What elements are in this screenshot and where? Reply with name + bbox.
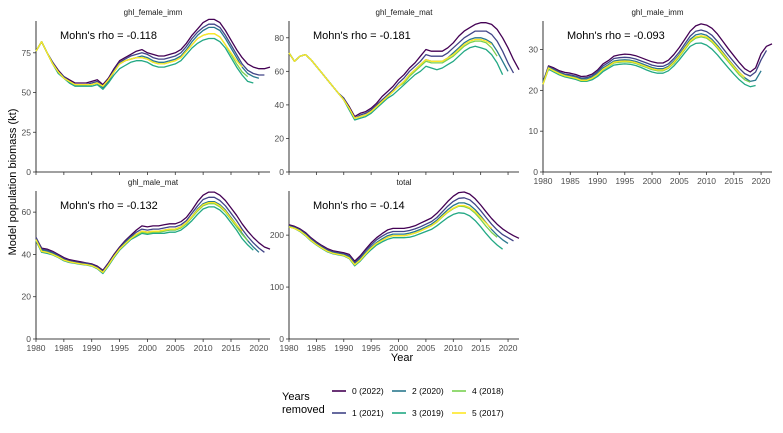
panel-ghl-male-mat: ghl_male_mat 0 20 40 60 1980 1985 1990 1995 2000 2… xyxy=(22,178,271,353)
panel-title: ghl_male_imm xyxy=(631,8,683,17)
y-tick-label: 60 xyxy=(275,66,285,76)
x-tick-label: 1980 xyxy=(280,343,299,353)
x-tick-label: 1990 xyxy=(588,176,607,186)
series-line-1 xyxy=(288,197,514,264)
series-line-5 xyxy=(35,201,243,274)
y-tick-label: 60 xyxy=(22,207,32,217)
y-tick-label: 80 xyxy=(275,33,285,43)
x-tick-label: 2020 xyxy=(499,343,518,353)
x-tick-label: 2000 xyxy=(138,343,157,353)
y-tick-label: 30 xyxy=(529,45,539,55)
panel-ghl-male-imm: ghl_male_imm 0 10 20 30 1980 1985 1990 1995 2000 2… xyxy=(529,8,773,186)
y-tick-label: 20 xyxy=(22,292,32,302)
x-tick-label: 1985 xyxy=(307,343,326,353)
x-tick-label: 1990 xyxy=(82,343,101,353)
x-tick-label: 2000 xyxy=(389,343,408,353)
panel-title: ghl_female_imm xyxy=(124,8,183,17)
panel-ghl-female-imm: ghl_female_imm 0 25 50 75 Mohn's rho = -0.118 xyxy=(22,8,271,177)
x-tick-label: 1980 xyxy=(534,176,553,186)
panel-ghl-female-mat: ghl_female_mat 0 20 40 60 80 Mohn's rho = -0.1… xyxy=(275,8,520,177)
x-tick-label: 1985 xyxy=(561,176,580,186)
y-tick-label: 0 xyxy=(279,334,284,344)
x-tick-label: 1980 xyxy=(27,343,46,353)
series-line-3 xyxy=(35,37,254,90)
x-tick-label: 2005 xyxy=(416,343,435,353)
legend-label-4: 4 (2018) xyxy=(472,386,504,396)
y-tick-label: 20 xyxy=(275,133,285,143)
series-line-3 xyxy=(542,42,756,88)
mohns-rho-annotation: Mohn's rho = -0.093 xyxy=(567,30,665,42)
y-tick-label: 50 xyxy=(22,88,32,98)
x-tick-label: 1990 xyxy=(334,343,353,353)
panel-title: total xyxy=(396,178,411,187)
mohns-rho-annotation: Mohn's rho = -0.132 xyxy=(60,200,158,212)
facet-panels: ghl_female_imm 0 25 50 75 Mohn's rho = -0.118… xyxy=(22,8,773,353)
legend: Years removed 0 (2022) 1 (2021) 2 (2020) 3 … xyxy=(282,386,504,418)
series-line-1 xyxy=(35,196,265,272)
series-line-5 xyxy=(35,33,243,87)
y-tick-label: 100 xyxy=(270,282,284,292)
x-tick-label: 2015 xyxy=(471,343,490,353)
x-tick-label: 2020 xyxy=(249,343,268,353)
y-tick-label: 20 xyxy=(529,85,539,95)
y-tick-label: 0 xyxy=(26,167,31,177)
legend-label-1: 1 (2021) xyxy=(352,408,384,418)
y-tick-label: 10 xyxy=(529,126,539,136)
y-tick-label: 0 xyxy=(533,167,538,177)
mohns-rho-annotation: Mohn's rho = -0.118 xyxy=(60,30,157,42)
series-line-0 xyxy=(542,23,773,83)
y-tick-label: 200 xyxy=(270,230,284,240)
x-tick-label: 2015 xyxy=(724,176,743,186)
x-tick-label: 2000 xyxy=(643,176,662,186)
series-line-5 xyxy=(288,204,493,266)
legend-label-3: 3 (2019) xyxy=(412,408,444,418)
mohns-rho-annotation: Mohn's rho = -0.14 xyxy=(313,200,405,212)
y-tick-label: 0 xyxy=(26,334,31,344)
legend-label-2: 2 (2020) xyxy=(412,386,444,396)
y-axis-title: Model population biomass (kt) xyxy=(7,109,19,256)
y-tick-label: 40 xyxy=(22,249,32,259)
legend-label-0: 0 (2022) xyxy=(352,386,384,396)
series-line-5 xyxy=(542,35,746,85)
x-tick-label: 2010 xyxy=(194,343,213,353)
panel-title: ghl_male_mat xyxy=(128,178,179,187)
series-line-1 xyxy=(542,29,768,83)
y-tick-label: 0 xyxy=(279,167,284,177)
y-tick-label: 25 xyxy=(22,127,32,137)
x-tick-label: 2005 xyxy=(166,343,185,353)
legend-label-5: 5 (2017) xyxy=(472,408,504,418)
panel-title: ghl_female_mat xyxy=(376,8,434,17)
x-tick-label: 1985 xyxy=(54,343,73,353)
x-tick-label: 2010 xyxy=(697,176,716,186)
x-tick-label: 1995 xyxy=(362,343,381,353)
panel-total: total 0 100 200 1980 1985 1990 1995 2000 2005 2010… xyxy=(270,178,520,353)
legend-title-line2: removed xyxy=(282,404,325,416)
mohns-rho-annotation: Mohn's rho = -0.181 xyxy=(313,30,411,42)
x-tick-label: 2010 xyxy=(444,343,463,353)
series-line-0 xyxy=(35,18,271,86)
x-axis-title: Year xyxy=(391,352,414,364)
series-line-0 xyxy=(288,191,520,262)
legend-title-line1: Years xyxy=(282,391,310,403)
y-tick-label: 75 xyxy=(22,48,32,58)
x-tick-label: 2005 xyxy=(670,176,689,186)
x-tick-label: 2015 xyxy=(222,343,241,353)
y-tick-label: 40 xyxy=(275,100,285,110)
series-line-5 xyxy=(288,38,492,119)
x-tick-label: 1995 xyxy=(615,176,634,186)
series-line-2 xyxy=(542,33,762,83)
series-line-0 xyxy=(35,191,271,271)
x-tick-label: 1995 xyxy=(110,343,129,353)
x-tick-label: 2020 xyxy=(752,176,771,186)
